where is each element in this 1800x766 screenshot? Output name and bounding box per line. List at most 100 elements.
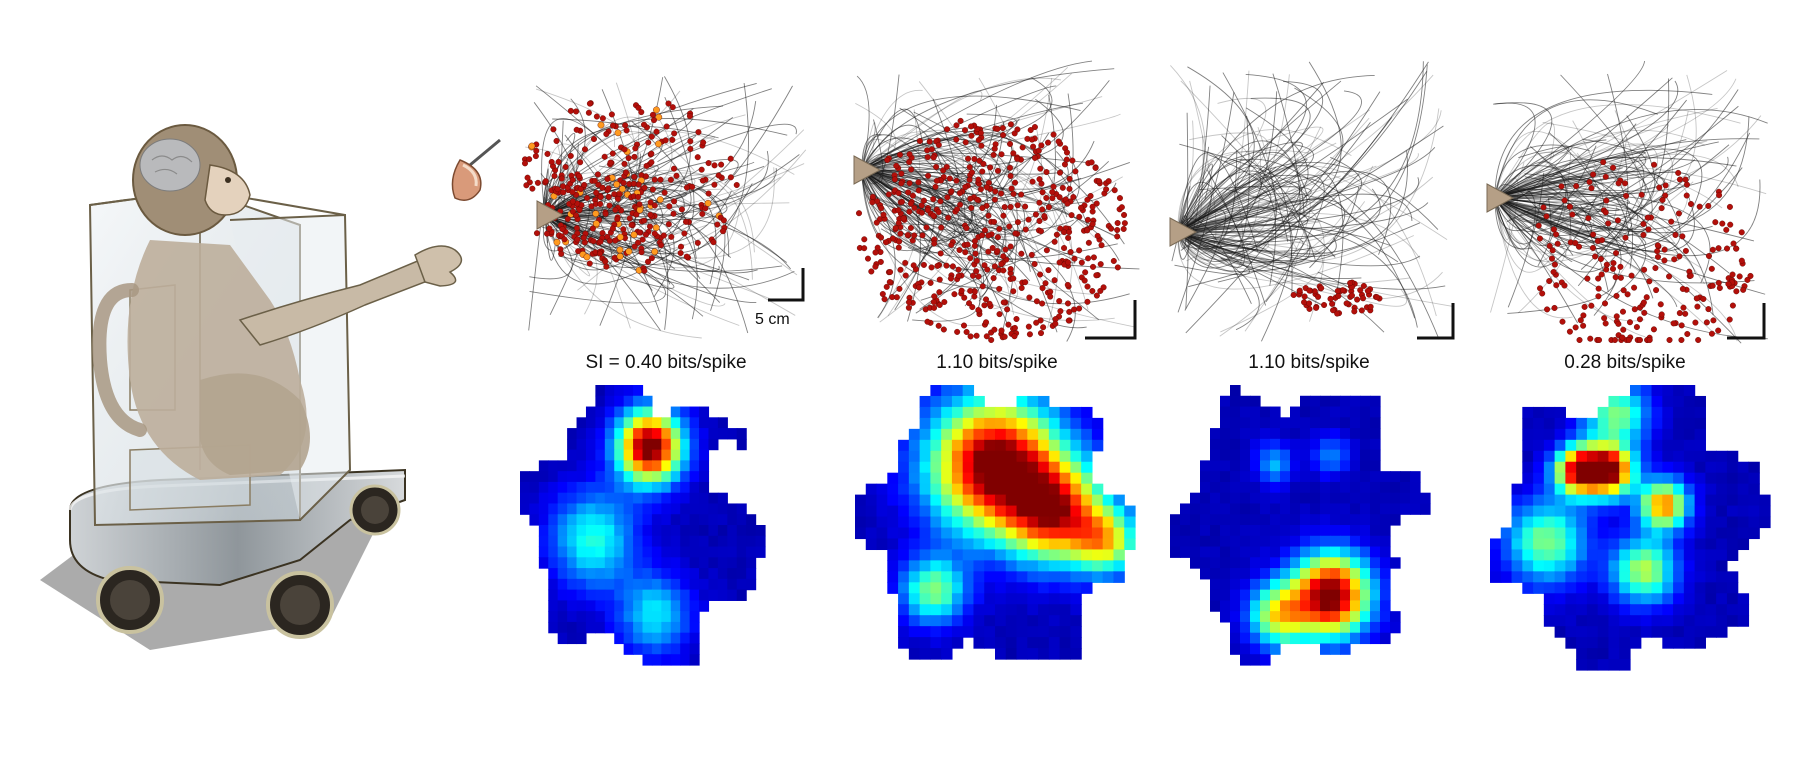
rate-map-cell — [1310, 600, 1321, 612]
spike-dot — [1072, 168, 1079, 175]
trajectory-path — [861, 89, 923, 171]
rate-map-cell — [1683, 461, 1696, 474]
rate-map-cell — [1737, 483, 1750, 496]
rate-map-cell — [1511, 494, 1523, 507]
trajectory-path — [1494, 197, 1552, 246]
spike-dot — [1705, 306, 1712, 313]
rate-map-cell — [1290, 503, 1301, 515]
rate-map-cell — [642, 525, 653, 537]
spike-dot — [1613, 313, 1620, 320]
feeder-marker — [853, 155, 882, 185]
rate-map-cell — [1716, 494, 1728, 507]
rate-map-cell — [746, 546, 757, 558]
rate-map-cell — [984, 417, 996, 430]
spike-dot — [918, 202, 925, 209]
spike-dot — [1672, 231, 1679, 238]
rate-map-cell — [1673, 582, 1685, 594]
si-label-3: 1.10 bits/spike — [1248, 352, 1370, 373]
rate-map-cell — [1240, 438, 1251, 451]
rate-map-cell — [1737, 516, 1750, 529]
rate-map-cell — [1608, 571, 1620, 583]
spike-dot — [934, 262, 941, 269]
rate-map-cell — [941, 483, 953, 496]
rate-map-cell — [941, 604, 953, 616]
rate-map-cell — [1651, 428, 1663, 441]
rate-map-cell — [1726, 582, 1739, 594]
spike-dot — [949, 263, 956, 270]
trajectory-path — [544, 211, 791, 270]
spike-dot — [1566, 203, 1573, 210]
scale-label: 5 cm — [755, 311, 790, 328]
spike-dot — [636, 229, 643, 236]
rate-map-cell — [1290, 589, 1301, 601]
spike-dot — [658, 242, 665, 249]
rate-map-cell — [1290, 428, 1301, 440]
rate-map-cell — [1370, 428, 1381, 440]
rate-map-cell — [1554, 505, 1566, 518]
rate-map-cell — [1619, 604, 1631, 616]
rate-map-cell — [941, 428, 953, 441]
rate-map-cell — [1554, 615, 1566, 627]
rate-map-cell — [1543, 571, 1556, 583]
spike-dot — [642, 173, 649, 180]
rate-map-cell — [1630, 483, 1642, 496]
rate-map-cell — [1320, 535, 1331, 548]
rate-map-cell — [1048, 461, 1061, 474]
si-label-4: 0.28 bits/spike — [1564, 352, 1686, 373]
rate-map-cell — [651, 438, 662, 451]
rate-map-cell — [1683, 560, 1696, 572]
spike-dot — [1334, 287, 1341, 294]
trajectory-path — [1494, 89, 1713, 199]
spike-dot — [606, 237, 613, 244]
rate-map-cell — [670, 428, 681, 440]
spike-dot — [918, 209, 925, 216]
rate-map-cell — [1113, 538, 1125, 551]
spike-dot — [1719, 220, 1726, 227]
spike-dot — [1064, 259, 1071, 266]
rate-map-cell — [1310, 460, 1321, 472]
rate-map-cell — [651, 428, 662, 440]
rate-map-cell — [1320, 514, 1331, 526]
rate-map-cell — [680, 600, 691, 612]
rate-map-cell — [1630, 516, 1642, 529]
spike-dot — [648, 150, 655, 157]
rate-map-cell — [1048, 516, 1061, 529]
spike-dot — [1014, 155, 1021, 162]
rate-map-cell — [919, 549, 931, 561]
trajectory-path — [1494, 197, 1646, 338]
rate-map-cell — [1230, 568, 1241, 580]
rate-map-cell — [708, 578, 719, 591]
rate-map-cell — [1038, 461, 1050, 474]
spike-dot — [1114, 220, 1121, 227]
spike-dot — [1656, 184, 1663, 191]
rate-map-cell — [1200, 535, 1211, 548]
spike-dot — [576, 173, 583, 180]
rate-map-cell — [962, 417, 975, 430]
spike-dot — [632, 145, 639, 152]
trajectory-path — [1494, 129, 1706, 199]
rate-map-cell — [1640, 428, 1653, 441]
spike-dot — [1030, 143, 1037, 150]
spike-dot — [1589, 244, 1596, 251]
rate-map-cell — [614, 471, 625, 483]
spike-dot — [980, 160, 987, 167]
rate-map-cell — [604, 611, 615, 623]
rate-map-cell — [995, 483, 1007, 496]
rate-map-cell — [585, 621, 596, 634]
spike-dot — [1641, 266, 1648, 273]
trajectory-path — [1177, 181, 1267, 306]
rate-map-cell — [651, 460, 662, 472]
rate-map-cell — [1597, 626, 1610, 638]
spike-dot — [573, 225, 580, 232]
rate-map-cell — [614, 385, 625, 397]
spike-dot — [928, 264, 935, 271]
rate-map-cell — [984, 604, 996, 616]
spike-dot — [940, 326, 947, 333]
rate-map-cell — [1726, 571, 1739, 583]
spike-dot — [981, 262, 988, 269]
spike-dot — [979, 205, 986, 212]
spike-dot — [1598, 271, 1605, 278]
rate-map-cell — [520, 492, 531, 505]
rate-map-cell — [1270, 481, 1281, 494]
rate-map-cell — [1300, 406, 1311, 418]
